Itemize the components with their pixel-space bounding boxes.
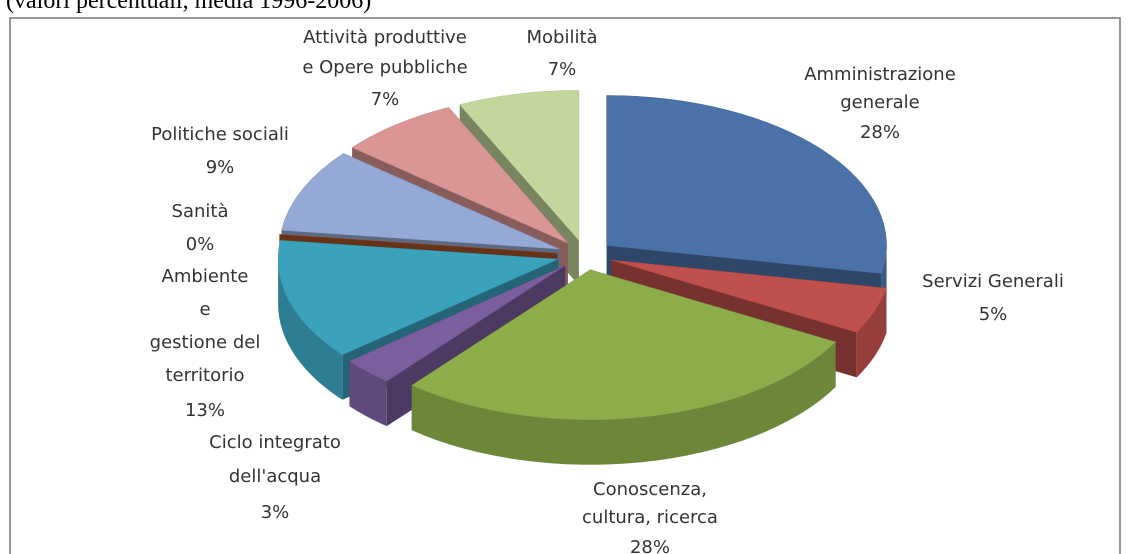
value-label: 7%: [548, 59, 577, 80]
slice-wall: [856, 288, 887, 378]
value-label: 3%: [261, 502, 290, 523]
slice-top: [348, 265, 566, 382]
value-label: 9%: [206, 157, 235, 178]
value-label: 7%: [371, 89, 400, 110]
slice-wall: [349, 361, 387, 427]
slice-label: territorio: [165, 365, 244, 386]
slice-top: [459, 90, 580, 242]
slice-label: e Opere pubbliche: [302, 57, 467, 78]
slice-label: generale: [840, 92, 920, 113]
value-label: 13%: [185, 400, 225, 421]
slice-label: Ambiente: [162, 266, 249, 287]
slice-top: [611, 259, 887, 333]
slice-top: [411, 269, 837, 420]
slice-label: Attività produttive: [303, 27, 467, 48]
slice-label: cultura, ricerca: [582, 507, 718, 528]
slice-top: [281, 153, 560, 250]
slice-wall: [278, 259, 343, 400]
value-label: 5%: [979, 304, 1008, 325]
slice-top: [606, 95, 887, 274]
slice: [411, 269, 837, 465]
slice-label: Servizi Generali: [922, 271, 1064, 292]
slice-label: Amministrazione: [804, 64, 956, 85]
slice-label: Mobilità: [526, 27, 597, 48]
slice-label: dell'acqua: [229, 466, 321, 487]
slice-wall: [411, 341, 836, 465]
slice-top: [279, 234, 558, 254]
chart-subtitle: (valori percentuali, media 1996-2006): [6, 0, 371, 14]
slice-label: Politiche sociali: [151, 124, 289, 145]
slice-label: gestione del: [150, 332, 261, 353]
slice-label: e: [199, 299, 210, 320]
value-label: 0%: [186, 234, 215, 255]
slice-label: Sanità: [172, 201, 229, 222]
slice-label: Ciclo integrato: [209, 432, 341, 453]
labels: Amministrazione generale 28% Servizi Genera…: [150, 27, 1064, 554]
slice-top: [277, 240, 559, 356]
value-label: 28%: [630, 537, 670, 554]
slice-top: [351, 107, 569, 244]
value-label: 28%: [860, 122, 900, 143]
pie: [277, 90, 887, 465]
slice-label: Conoscenza,: [593, 479, 707, 500]
